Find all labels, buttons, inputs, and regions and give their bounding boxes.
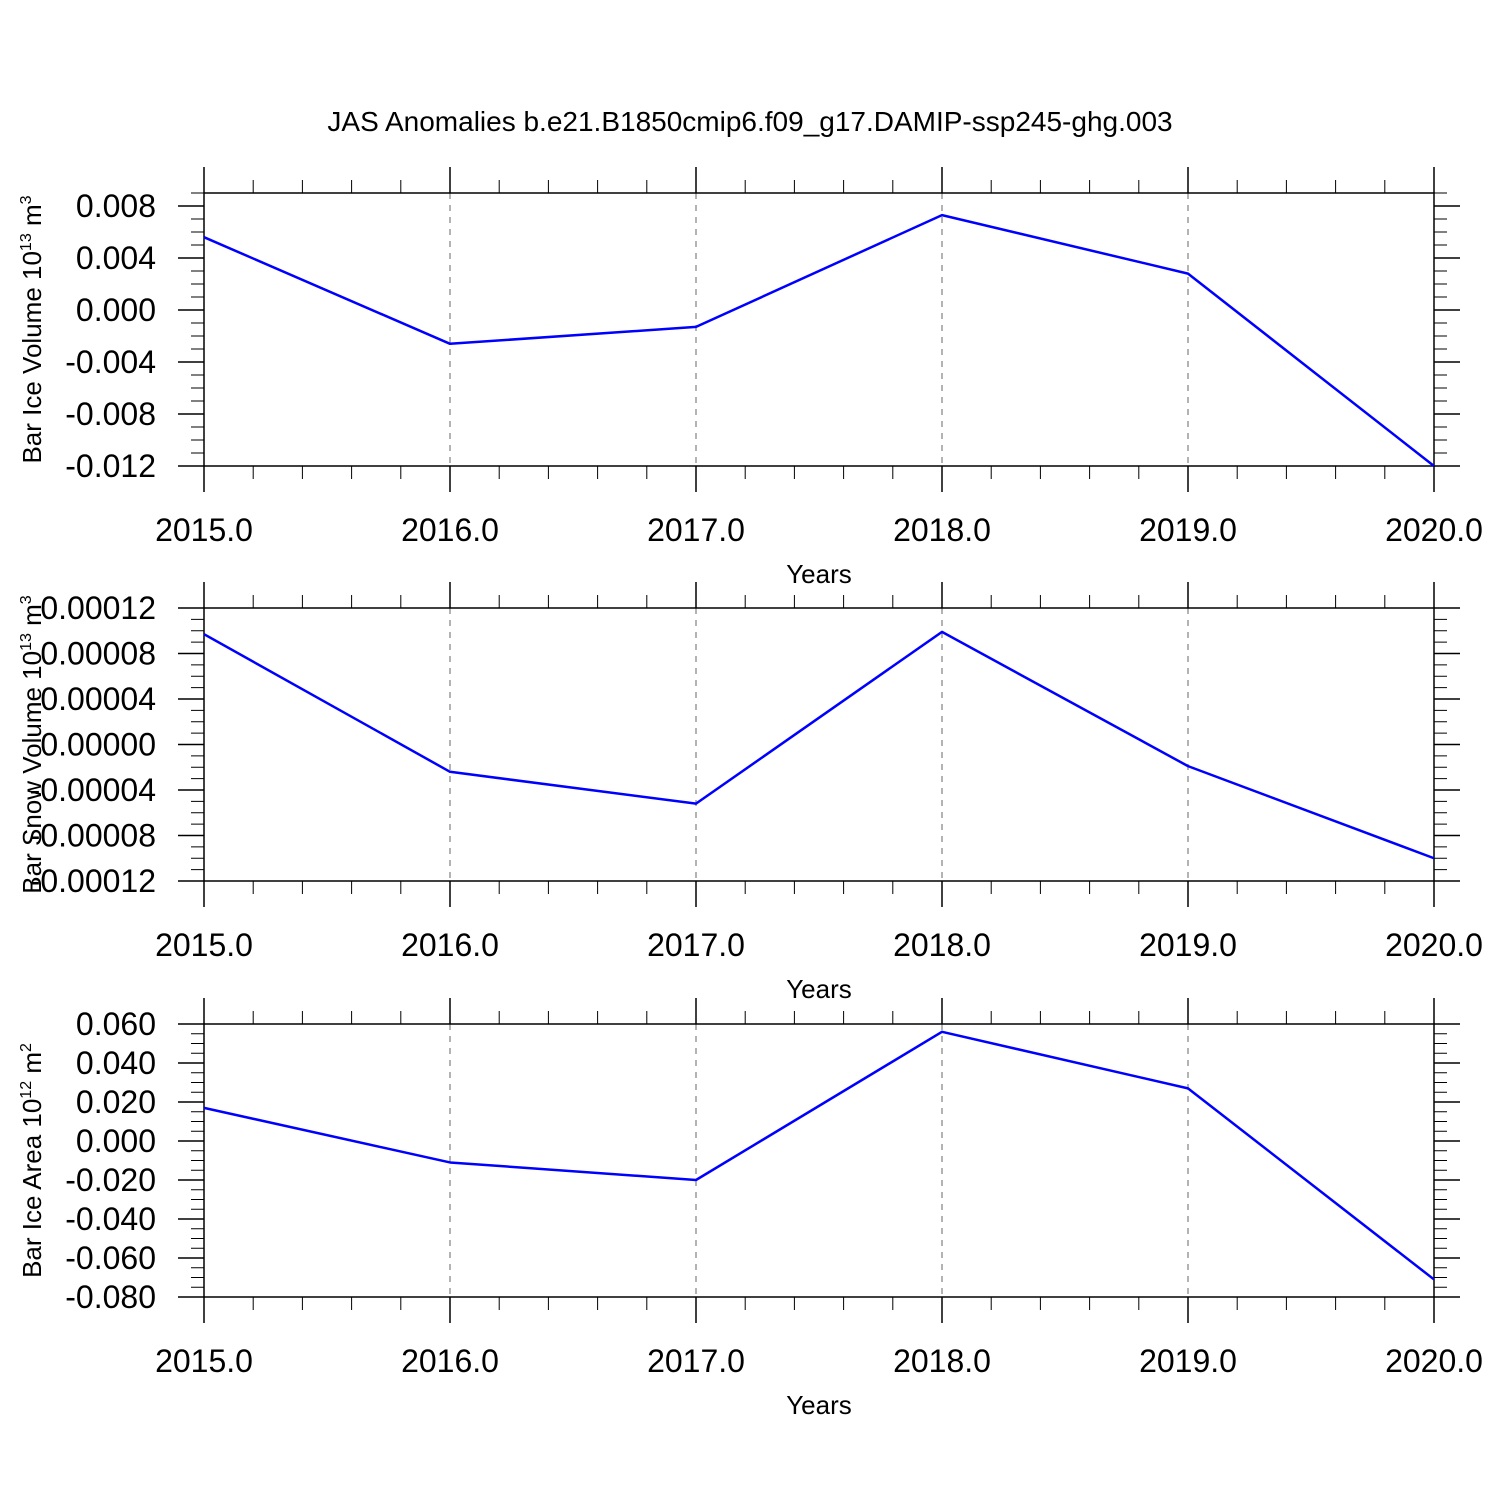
- y-tick-label: 0.00012: [40, 590, 156, 626]
- x-axis-title: Years: [786, 559, 852, 589]
- y-tick-label: -0.060: [65, 1240, 156, 1276]
- x-tick-label: 2019.0: [1139, 927, 1237, 963]
- x-tick-label: 2018.0: [893, 1343, 991, 1379]
- x-tick-label: 2015.0: [155, 1343, 253, 1379]
- y-tick-label: -0.040: [65, 1201, 156, 1237]
- y-tick-label: -0.020: [65, 1162, 156, 1198]
- y-tick-label: -0.00012: [30, 863, 156, 899]
- x-axis-title: Years: [786, 1390, 852, 1420]
- y-tick-label: 0.00008: [40, 636, 156, 672]
- series-line: [203, 1030, 1435, 1281]
- x-tick-label: 2020.0: [1385, 927, 1483, 963]
- x-tick-label: 2017.0: [647, 512, 745, 548]
- panels-group: 2015.0 2016.0 2017.0 2018.0 2019.0 2020.0 -0.0…: [17, 167, 1483, 1420]
- plot-frame: [203, 192, 1435, 467]
- plot-frame: [203, 1023, 1435, 1298]
- y-tick-label: -0.012: [65, 448, 156, 484]
- series-line: [203, 213, 1435, 467]
- x-tick-label: 2020.0: [1385, 1343, 1483, 1379]
- y-axis-title: Bar Ice Volume 1013 m3: [17, 195, 47, 463]
- chart-panel-1: 2015.0 2016.0 2017.0 2018.0 2019.0 2020.0 -0.0…: [17, 167, 1483, 589]
- y-tick-label: 0.020: [76, 1084, 156, 1120]
- y-tick-label: -0.00004: [30, 772, 156, 808]
- y-tick-label: 0.008: [76, 188, 156, 224]
- x-tick-label: 2017.0: [647, 1343, 745, 1379]
- y-tick-label: -0.004: [65, 344, 156, 380]
- x-axis-title: Years: [786, 974, 852, 1004]
- y-tick-label: -0.008: [65, 396, 156, 432]
- x-tick-label: 2019.0: [1139, 1343, 1237, 1379]
- x-tick-label: 2016.0: [401, 1343, 499, 1379]
- plot-frame: [203, 607, 1435, 882]
- x-tick-label: 2016.0: [401, 512, 499, 548]
- y-tick-label: 0.000: [76, 1123, 156, 1159]
- x-tick-label: 2015.0: [155, 927, 253, 963]
- x-tick-label: 2018.0: [893, 927, 991, 963]
- series-line: [203, 630, 1435, 860]
- chart-panel-3: 2015.0 2016.0 2017.0 2018.0 2019.0 2020.0 -0.0…: [17, 998, 1483, 1420]
- y-tick-label: 0.000: [76, 292, 156, 328]
- y-tick-label: -0.080: [65, 1279, 156, 1315]
- figure-title: JAS Anomalies b.e21.B1850cmip6.f09_g17.D…: [327, 106, 1172, 137]
- y-tick-label: -0.00008: [30, 818, 156, 854]
- x-tick-label: 2020.0: [1385, 512, 1483, 548]
- x-tick-label: 2018.0: [893, 512, 991, 548]
- y-axis-title: Bar Snow Volume 1013 m3: [17, 595, 47, 894]
- y-tick-label: 0.060: [76, 1006, 156, 1042]
- chart-panel-2: 2015.0 2016.0 2017.0 2018.0 2019.0 2020.0 -0.0…: [17, 582, 1483, 1004]
- y-tick-label: 0.00000: [40, 727, 156, 763]
- y-tick-label: 0.004: [76, 240, 156, 276]
- y-axis-title: Bar Ice Area 1012 m2: [17, 1043, 47, 1278]
- y-tick-label: 0.040: [76, 1045, 156, 1081]
- x-tick-label: 2017.0: [647, 927, 745, 963]
- x-tick-label: 2016.0: [401, 927, 499, 963]
- y-tick-label: 0.00004: [40, 681, 156, 717]
- x-tick-label: 2015.0: [155, 512, 253, 548]
- x-tick-label: 2019.0: [1139, 512, 1237, 548]
